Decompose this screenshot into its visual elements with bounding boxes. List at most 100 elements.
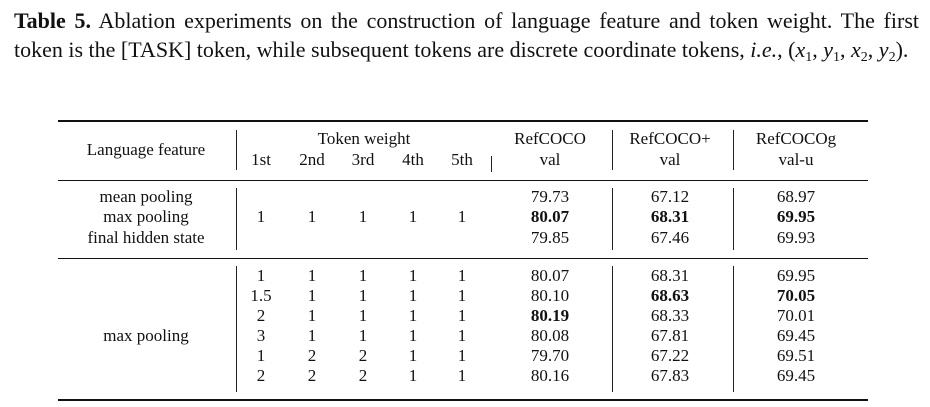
- token-weight-cell: 1: [408, 266, 418, 285]
- token-weight-cell: 1: [358, 326, 368, 345]
- header-token-1: 1st: [251, 150, 271, 169]
- header-refcoco-split: val: [539, 150, 561, 169]
- score-cell-refcocog: 69.45: [776, 326, 816, 345]
- top-rule: [58, 120, 868, 122]
- ablation-table: Language feature Token weight 1st 2nd 3r…: [58, 120, 868, 406]
- language-feature-cell: final hidden state: [87, 228, 205, 247]
- score-cell-refcoco: 80.08: [530, 326, 570, 345]
- header-refcoco: RefCOCO: [514, 129, 586, 148]
- header-refcoco-plus: RefCOCO+: [629, 129, 711, 148]
- vline-refcoco: [612, 188, 613, 250]
- header-token-3: 3rd: [351, 150, 375, 169]
- score-cell-refcoco-plus: 68.33: [650, 306, 690, 325]
- score-cell-refcoco: 80.07: [530, 207, 570, 226]
- header-token-weight: Token weight: [317, 129, 411, 148]
- math-y2-sub: 2: [888, 50, 896, 65]
- token-weight-cell: 1: [408, 306, 418, 325]
- vline-weight: [491, 156, 492, 172]
- token-weight-cell: 1: [457, 306, 467, 325]
- math-x2: x: [851, 37, 861, 62]
- token-weight-cell: 2: [358, 346, 368, 365]
- score-cell-refcocog: 69.93: [776, 228, 816, 247]
- token-weight-cell: 1: [307, 306, 317, 325]
- math-x1-sub: 1: [805, 50, 813, 65]
- token-weight-cell: 1: [408, 366, 418, 385]
- caption-math-open: , (: [777, 37, 796, 62]
- token-weight-cell: 3: [256, 326, 266, 345]
- vline-feature: [236, 266, 237, 392]
- score-cell-refcoco-plus: 67.46: [650, 228, 690, 247]
- score-cell-refcoco: 79.70: [530, 346, 570, 365]
- language-feature-cell: max pooling: [103, 326, 189, 345]
- vline-refcocoplus: [733, 266, 734, 392]
- header-refcocog: RefCOCOg: [755, 129, 837, 148]
- score-cell-refcoco: 80.16: [530, 366, 570, 385]
- math-y1-sub: 1: [833, 50, 841, 65]
- vline-feature: [236, 130, 237, 170]
- header-token-2: 2nd: [299, 150, 325, 169]
- token-weight-cell: 1: [256, 266, 266, 285]
- score-cell-refcoco-plus: 68.31: [650, 207, 690, 226]
- language-feature-cell: max pooling: [103, 207, 189, 226]
- token-weight-cell: 1: [457, 326, 467, 345]
- math-x1: x: [795, 37, 806, 62]
- token-weight-cell: 1: [457, 346, 467, 365]
- caption-ie: i.e.: [750, 37, 778, 62]
- token-weight-cell: 1.5: [250, 286, 272, 305]
- token-weight-cell: 1: [358, 266, 368, 285]
- vline-refcocoplus: [733, 188, 734, 250]
- header-refcocog-split: val-u: [778, 150, 814, 169]
- score-cell-refcocog: 69.51: [776, 346, 816, 365]
- score-cell-refcoco: 80.10: [530, 286, 570, 305]
- score-cell-refcoco-plus: 68.31: [650, 266, 690, 285]
- score-cell-refcoco-plus: 67.83: [650, 366, 690, 385]
- token-weight-cell: 1: [307, 207, 317, 226]
- token-weight-cell: 1: [307, 266, 317, 285]
- token-weight-cell: 1: [358, 207, 368, 226]
- bottom-rule: [58, 399, 868, 401]
- token-weight-cell: 2: [358, 366, 368, 385]
- math-y2: y: [878, 37, 889, 62]
- token-weight-cell: 1: [457, 207, 467, 226]
- token-weight-cell: 1: [408, 346, 418, 365]
- score-cell-refcocog: 69.95: [776, 266, 816, 285]
- token-weight-cell: 2: [307, 346, 317, 365]
- score-cell-refcocog: 69.45: [776, 366, 816, 385]
- score-cell-refcoco: 79.73: [530, 187, 570, 206]
- token-weight-cell: 1: [408, 207, 418, 226]
- header-rule: [58, 180, 868, 181]
- header-token-4: 4th: [402, 150, 424, 169]
- vline-refcoco: [612, 130, 613, 170]
- token-weight-cell: 1: [408, 326, 418, 345]
- score-cell-refcoco-plus: 67.81: [650, 326, 690, 345]
- caption-math-close: ).: [895, 37, 909, 62]
- group-rule: [58, 258, 868, 259]
- vline-feature: [236, 188, 237, 250]
- caption-text: Ablation experiments on the construction…: [14, 8, 919, 62]
- score-cell-refcocog: 70.05: [776, 286, 816, 305]
- score-cell-refcocog: 69.95: [776, 207, 816, 226]
- caption-label: Table 5.: [14, 8, 91, 33]
- math-x2-sub: 2: [860, 50, 868, 65]
- table-caption: Table 5. Ablation experiments on the con…: [14, 8, 919, 65]
- token-weight-cell: 1: [307, 286, 317, 305]
- header-token-5: 5th: [451, 150, 473, 169]
- header-language-feature: Language feature: [86, 140, 206, 159]
- language-feature-cell: mean pooling: [99, 187, 193, 206]
- token-weight-cell: 1: [307, 326, 317, 345]
- score-cell-refcoco: 80.19: [530, 306, 570, 325]
- token-weight-cell: 2: [307, 366, 317, 385]
- token-weight-cell: 1: [358, 306, 368, 325]
- token-weight-cell: 1: [457, 366, 467, 385]
- score-cell-refcoco-plus: 67.12: [650, 187, 690, 206]
- header-refcoco-plus-split: val: [659, 150, 681, 169]
- vline-refcoco: [612, 266, 613, 392]
- score-cell-refcoco: 80.07: [530, 266, 570, 285]
- token-weight-cell: 1: [457, 286, 467, 305]
- math-y1: y: [823, 37, 834, 62]
- token-weight-cell: 1: [457, 266, 467, 285]
- score-cell-refcoco-plus: 68.63: [650, 286, 690, 305]
- token-weight-cell: 1: [256, 207, 266, 226]
- token-weight-cell: 1: [408, 286, 418, 305]
- vline-refcocoplus: [733, 130, 734, 170]
